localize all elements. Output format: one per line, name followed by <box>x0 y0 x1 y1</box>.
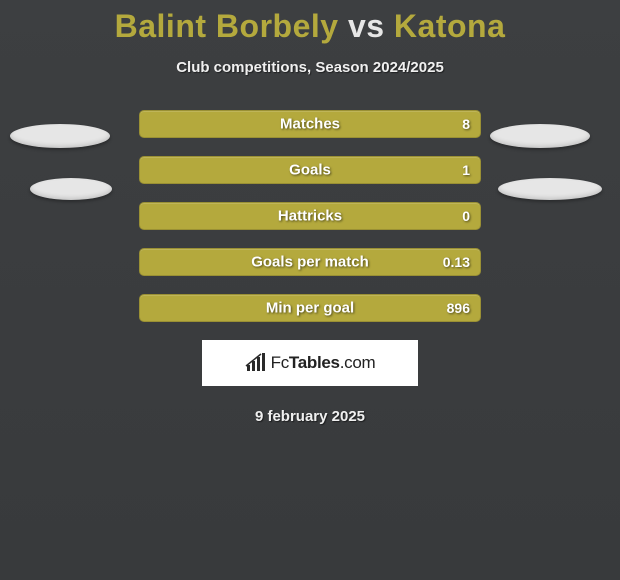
decorative-ellipse <box>30 178 112 200</box>
bar-chart-icon <box>245 353 267 373</box>
stat-row: Matches 8 <box>139 110 481 138</box>
player1-name: Balint Borbely <box>115 8 339 44</box>
page-title: Balint Borbely vs Katona <box>0 0 620 45</box>
decorative-ellipse <box>10 124 110 148</box>
subtitle: Club competitions, Season 2024/2025 <box>0 59 620 76</box>
stat-label: Min per goal <box>266 300 354 317</box>
logo-text: FcTables.com <box>271 353 376 373</box>
stat-row: Hattricks 0 <box>139 202 481 230</box>
stat-label: Matches <box>280 116 340 133</box>
stat-value: 896 <box>447 300 470 316</box>
stat-row: Goals per match 0.13 <box>139 248 481 276</box>
decorative-ellipse <box>498 178 602 200</box>
stat-label: Hattricks <box>278 208 342 225</box>
stat-value: 1 <box>462 162 470 178</box>
date-text: 9 february 2025 <box>0 408 620 425</box>
stat-value: 0 <box>462 208 470 224</box>
vs-text: vs <box>348 8 385 44</box>
stat-row: Goals 1 <box>139 156 481 184</box>
stat-value: 0.13 <box>443 254 470 270</box>
fctables-logo: FcTables.com <box>202 340 418 386</box>
logo-suffix: .com <box>340 353 376 372</box>
logo-thin: Fc <box>271 353 289 372</box>
stat-row: Min per goal 896 <box>139 294 481 322</box>
player2-name: Katona <box>394 8 505 44</box>
stat-label: Goals per match <box>251 254 369 271</box>
decorative-ellipse <box>490 124 590 148</box>
logo-bold: Tables <box>289 353 340 372</box>
stat-label: Goals <box>289 162 331 179</box>
stat-value: 8 <box>462 116 470 132</box>
